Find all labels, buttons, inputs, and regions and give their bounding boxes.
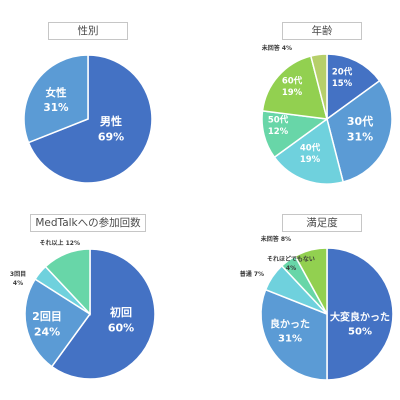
pie-3-value-label-4: 8%	[281, 236, 291, 243]
pie-2-slice-1	[24, 278, 92, 368]
pie-3-slice-4	[294, 247, 328, 315]
pie-1-slice-1	[326, 79, 393, 183]
pie-1-value-label-1: 31%	[347, 130, 373, 143]
pie-3-value-label-0: 50%	[348, 327, 372, 338]
pie-3-value-label-3: 4%	[286, 265, 296, 272]
pie-1-category-label-3: 50代	[268, 114, 289, 125]
chart-title-participation: MedTalkへの参加回数	[30, 214, 146, 232]
pie-2-value-label-3: 12%	[66, 240, 80, 247]
pie-1-slice-0	[326, 53, 381, 121]
pie-0-category-label-1: 女性	[46, 86, 67, 99]
pie-3-category-label-1: 良かった	[270, 318, 310, 331]
pie-2-category-label-2: 3回目	[10, 270, 26, 278]
pie-1-outside-label-5: 未回答 4%	[262, 44, 292, 52]
pie-1-slice-2	[273, 117, 345, 185]
pie-3-slice-1	[260, 288, 328, 381]
pie-2-value-label-0: 60%	[108, 321, 134, 334]
pie-0-value-label-0: 69%	[98, 130, 124, 143]
pie-3-value-label-1: 31%	[278, 334, 302, 345]
pie-0-slice-0	[27, 54, 153, 184]
pie-2-value-label-1: 24%	[34, 325, 60, 338]
pie-1-slice-4	[261, 55, 329, 120]
pie-2-category-label-0: 初回	[110, 305, 132, 319]
pie-1-value-label-0: 15%	[332, 79, 353, 89]
pie-1-category-label-2: 40代	[300, 142, 321, 153]
chart-title-satisfaction: 満足度	[282, 214, 362, 232]
pie-1-value-label-3: 12%	[268, 127, 289, 137]
pie-1-category-label-1: 30代	[347, 114, 373, 128]
pie-2-slice-0	[50, 248, 156, 380]
pie-1-category-label-0: 20代	[332, 66, 353, 77]
pie-3-outside-label-2: 普通 7%	[240, 270, 264, 278]
pie-2-category-label-3: それ以上	[40, 239, 66, 247]
pie-3-slice-0	[326, 247, 394, 381]
pie-3-outside-label-4: 未回答 8%	[261, 235, 291, 243]
pie-1-value-label-5: 4%	[282, 45, 292, 52]
pie-1-category-label-4: 60代	[282, 75, 303, 86]
pie-2-value-label-2: 4%	[13, 280, 23, 287]
pie-2-outside-label-3: それ以上 12%	[40, 239, 80, 247]
pie-0-value-label-1: 31%	[43, 102, 69, 114]
pie-1-value-label-2: 19%	[300, 155, 321, 165]
pie-2-slice-3	[44, 248, 91, 316]
pie-3-category-label-3: それほどでもない	[267, 255, 315, 263]
pie-1-slice-5	[309, 53, 328, 120]
pie-3-category-label-2: 普通	[240, 270, 254, 278]
chart-title-age: 年齢	[282, 22, 362, 40]
pie-0-slice-1	[23, 54, 89, 144]
chart-title-gender: 性別	[48, 22, 128, 40]
pie-3-value-label-2: 7%	[254, 271, 264, 278]
pie-0-category-label-0: 男性	[100, 114, 122, 128]
pie-1-value-label-4: 19%	[282, 88, 303, 98]
pie-2-category-label-1: 2回目	[32, 309, 62, 323]
pie-1-category-label-5: 未回答	[262, 44, 282, 52]
pie-3-category-label-4: 未回答	[261, 235, 281, 243]
pie-3-category-label-0: 大変良かった	[330, 311, 390, 324]
